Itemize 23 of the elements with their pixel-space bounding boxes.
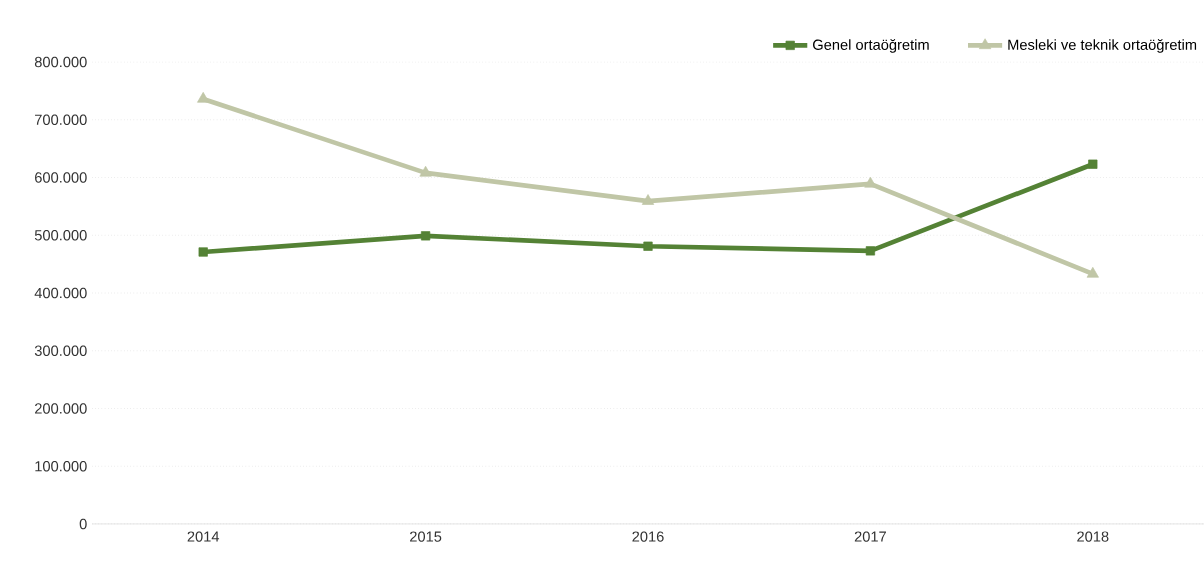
x-tick-label: 2016 [632,531,664,542]
y-tick-label: 0 [79,518,87,530]
y-tick-label: 300.000 [34,345,87,356]
y-tick-label: 600.000 [35,172,87,183]
y-tick-label: 200.000 [35,403,87,414]
x-tick-label: 2017 [854,531,886,542]
point [420,231,431,241]
y-tick-label: 100.000 [35,461,87,472]
point [643,241,653,251]
y-tick-label: 500.000 [34,230,87,241]
point [641,194,655,205]
y-tick-label: 800.000 [34,56,87,68]
x-tick-label: 2015 [410,531,442,542]
point [1088,159,1098,169]
point [419,165,432,177]
point [865,246,876,256]
x-tick-label: 2014 [187,531,220,542]
y-tick-label: 700.000 [35,114,87,125]
x-tick-label: 2018 [1077,531,1109,542]
legend-label: Mesleki ve teknik ortaöğretim [1008,38,1197,53]
point [198,247,208,257]
y-tick-label: 400.000 [34,287,87,299]
legend-label: Genel ortaöğretim [813,38,929,53]
